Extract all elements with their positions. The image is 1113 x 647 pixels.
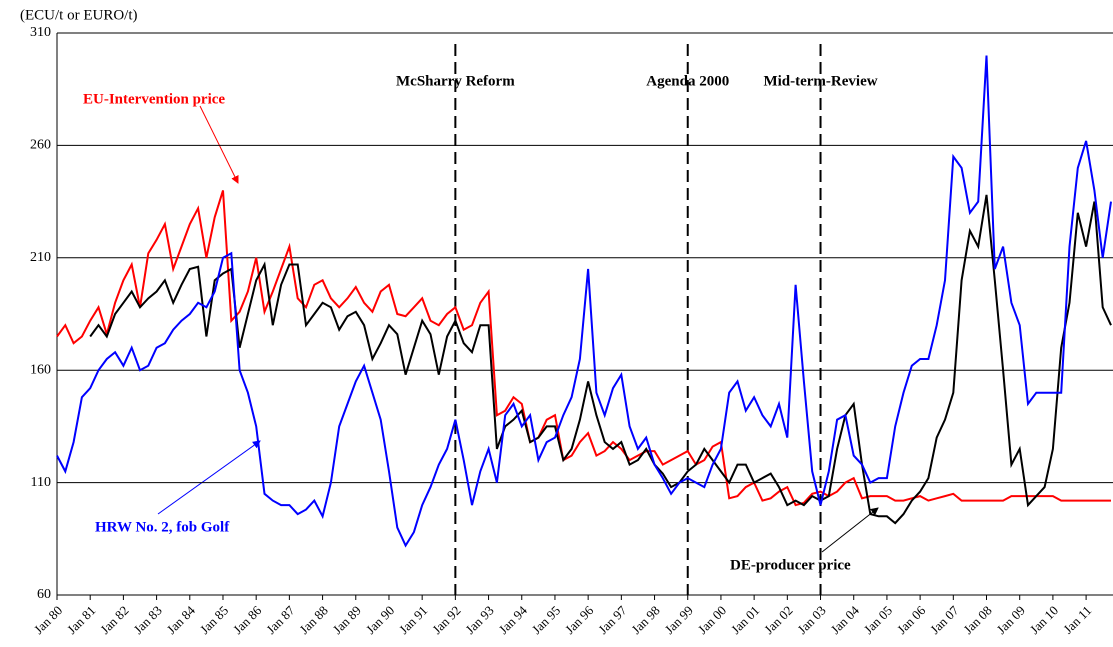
x-tick-label: Jan 97 <box>595 602 630 637</box>
x-tick-label: Jan 91 <box>396 603 430 637</box>
event-label: Mid-term-Review <box>763 73 877 89</box>
y-tick-label: 60 <box>37 587 51 602</box>
y-tick-label: 310 <box>30 25 51 40</box>
x-tick-label: Jan 87 <box>263 602 298 637</box>
x-tick-label: Jan 90 <box>363 603 397 637</box>
x-tick-label: Jan 85 <box>197 603 231 637</box>
x-tick-label: Jan 05 <box>861 603 895 637</box>
x-tick-label: Jan 92 <box>429 603 463 637</box>
x-tick-label: Jan 88 <box>296 603 330 637</box>
series-line <box>89 194 1112 525</box>
y-axis-label: (ECU/t or EURO/t) <box>20 7 138 23</box>
x-tick-label: Jan 81 <box>64 603 98 637</box>
x-tick-label: Jan 03 <box>794 603 828 637</box>
x-tick-label: Jan 83 <box>130 603 164 637</box>
x-tick-label: Jan 95 <box>529 603 563 637</box>
x-tick-label: Jan 08 <box>960 603 994 637</box>
series-line <box>56 55 1112 548</box>
x-tick-label: Jan 89 <box>330 603 364 637</box>
x-tick-label: Jan 96 <box>562 602 597 637</box>
x-tick-label: Jan 07 <box>927 602 962 637</box>
y-tick-label: 160 <box>30 362 51 377</box>
arrow <box>821 507 879 553</box>
x-tick-label: Jan 06 <box>894 602 929 637</box>
arrow <box>199 105 239 184</box>
x-tick-label: Jan 82 <box>97 603 131 637</box>
x-tick-label: Jan 09 <box>994 603 1028 637</box>
x-tick-label: Jan 86 <box>230 602 265 637</box>
x-tick-label: Jan 11 <box>1060 603 1094 637</box>
x-tick-label: Jan 80 <box>31 603 65 637</box>
x-tick-label: Jan 10 <box>1027 603 1061 637</box>
arrow <box>157 440 261 515</box>
event-label: McSharry Reform <box>396 73 515 89</box>
series-label: DE-producer price <box>730 557 851 573</box>
event-label: Agenda 2000 <box>646 73 729 89</box>
x-tick-label: Jan 00 <box>695 603 729 637</box>
y-tick-label: 210 <box>30 250 51 265</box>
y-tick-label: 260 <box>30 138 51 153</box>
series-line <box>56 190 1111 507</box>
x-tick-label: Jan 84 <box>164 602 199 637</box>
x-tick-label: Jan 01 <box>728 603 762 637</box>
x-tick-label: Jan 93 <box>462 603 496 637</box>
series-label: EU-Intervention price <box>83 91 225 107</box>
x-tick-label: Jan 98 <box>628 603 662 637</box>
x-tick-label: Jan 04 <box>828 602 863 637</box>
y-tick-label: 110 <box>31 475 51 490</box>
x-tick-label: Jan 99 <box>662 603 696 637</box>
x-tick-label: Jan 94 <box>496 602 531 637</box>
x-tick-label: Jan 02 <box>761 603 795 637</box>
series-label: HRW No. 2, fob Golf <box>95 519 230 535</box>
